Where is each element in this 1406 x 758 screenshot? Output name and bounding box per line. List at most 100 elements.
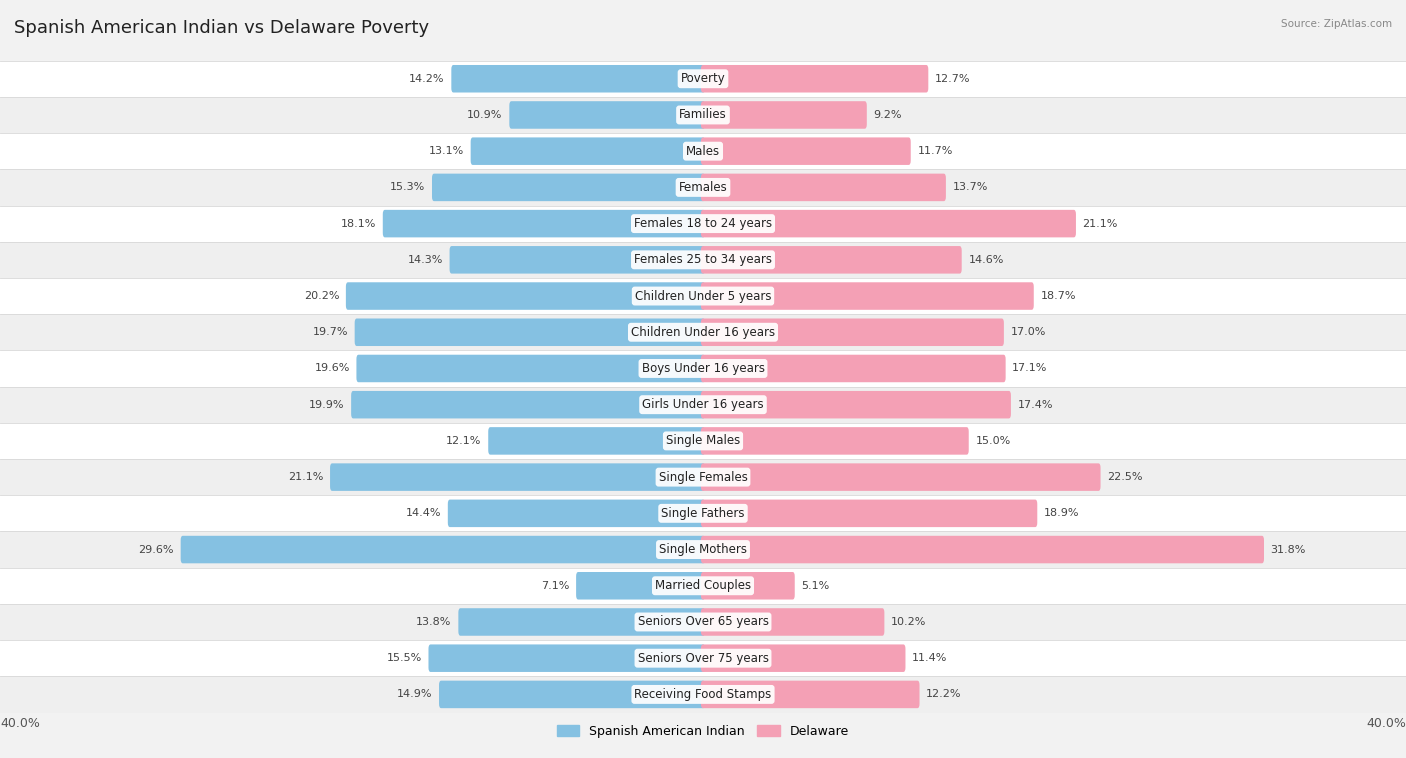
Text: Single Mothers: Single Mothers [659, 543, 747, 556]
FancyBboxPatch shape [700, 210, 1076, 237]
FancyBboxPatch shape [700, 65, 928, 92]
FancyBboxPatch shape [700, 282, 1033, 310]
FancyBboxPatch shape [458, 608, 706, 636]
Text: 40.0%: 40.0% [1367, 717, 1406, 731]
FancyBboxPatch shape [700, 355, 1005, 382]
Text: 10.2%: 10.2% [891, 617, 927, 627]
Text: Males: Males [686, 145, 720, 158]
Text: 22.5%: 22.5% [1108, 472, 1143, 482]
FancyBboxPatch shape [471, 137, 706, 165]
Text: Married Couples: Married Couples [655, 579, 751, 592]
Text: Poverty: Poverty [681, 72, 725, 85]
FancyBboxPatch shape [180, 536, 704, 563]
Text: 19.9%: 19.9% [309, 399, 344, 409]
Text: 14.4%: 14.4% [406, 509, 441, 518]
FancyBboxPatch shape [0, 676, 1406, 713]
FancyBboxPatch shape [700, 318, 1004, 346]
FancyBboxPatch shape [0, 169, 1406, 205]
FancyBboxPatch shape [354, 318, 704, 346]
FancyBboxPatch shape [700, 137, 911, 165]
FancyBboxPatch shape [0, 604, 1406, 640]
FancyBboxPatch shape [488, 428, 706, 455]
Text: 13.1%: 13.1% [429, 146, 464, 156]
FancyBboxPatch shape [346, 282, 704, 310]
FancyBboxPatch shape [429, 644, 706, 672]
FancyBboxPatch shape [0, 531, 1406, 568]
Legend: Spanish American Indian, Delaware: Spanish American Indian, Delaware [551, 719, 855, 743]
Text: Females 18 to 24 years: Females 18 to 24 years [634, 217, 772, 230]
FancyBboxPatch shape [439, 681, 706, 708]
FancyBboxPatch shape [700, 681, 920, 708]
Text: Children Under 5 years: Children Under 5 years [634, 290, 772, 302]
FancyBboxPatch shape [576, 572, 706, 600]
FancyBboxPatch shape [700, 102, 866, 129]
Text: Receiving Food Stamps: Receiving Food Stamps [634, 688, 772, 701]
Text: 17.4%: 17.4% [1018, 399, 1053, 409]
Text: Children Under 16 years: Children Under 16 years [631, 326, 775, 339]
Text: Source: ZipAtlas.com: Source: ZipAtlas.com [1281, 19, 1392, 29]
FancyBboxPatch shape [330, 463, 704, 491]
FancyBboxPatch shape [700, 536, 1264, 563]
FancyBboxPatch shape [700, 463, 1101, 491]
Text: 14.6%: 14.6% [969, 255, 1004, 265]
Text: 17.0%: 17.0% [1011, 327, 1046, 337]
FancyBboxPatch shape [0, 314, 1406, 350]
FancyBboxPatch shape [382, 210, 704, 237]
Text: 13.7%: 13.7% [953, 183, 988, 193]
FancyBboxPatch shape [0, 278, 1406, 314]
FancyBboxPatch shape [0, 423, 1406, 459]
Text: Single Females: Single Females [658, 471, 748, 484]
Text: Females 25 to 34 years: Females 25 to 34 years [634, 253, 772, 266]
Text: Boys Under 16 years: Boys Under 16 years [641, 362, 765, 375]
Text: 11.7%: 11.7% [917, 146, 953, 156]
FancyBboxPatch shape [352, 391, 704, 418]
Text: 21.1%: 21.1% [288, 472, 323, 482]
FancyBboxPatch shape [450, 246, 706, 274]
Text: 12.1%: 12.1% [446, 436, 481, 446]
Text: Families: Families [679, 108, 727, 121]
FancyBboxPatch shape [0, 459, 1406, 495]
FancyBboxPatch shape [509, 102, 706, 129]
Text: 31.8%: 31.8% [1271, 544, 1306, 555]
FancyBboxPatch shape [0, 242, 1406, 278]
FancyBboxPatch shape [0, 350, 1406, 387]
Text: 15.5%: 15.5% [387, 653, 422, 663]
Text: 5.1%: 5.1% [801, 581, 830, 590]
FancyBboxPatch shape [700, 608, 884, 636]
Text: 15.0%: 15.0% [976, 436, 1011, 446]
Text: Spanish American Indian vs Delaware Poverty: Spanish American Indian vs Delaware Pove… [14, 19, 429, 37]
FancyBboxPatch shape [0, 495, 1406, 531]
Text: 29.6%: 29.6% [139, 544, 174, 555]
FancyBboxPatch shape [0, 61, 1406, 97]
Text: Seniors Over 65 years: Seniors Over 65 years [637, 615, 769, 628]
Text: 18.7%: 18.7% [1040, 291, 1076, 301]
Text: 15.3%: 15.3% [389, 183, 425, 193]
FancyBboxPatch shape [0, 640, 1406, 676]
FancyBboxPatch shape [700, 572, 794, 600]
Text: 19.7%: 19.7% [312, 327, 349, 337]
FancyBboxPatch shape [0, 205, 1406, 242]
FancyBboxPatch shape [0, 133, 1406, 169]
Text: 20.2%: 20.2% [304, 291, 339, 301]
FancyBboxPatch shape [451, 65, 706, 92]
FancyBboxPatch shape [449, 500, 706, 527]
FancyBboxPatch shape [700, 644, 905, 672]
Text: 21.1%: 21.1% [1083, 218, 1118, 229]
FancyBboxPatch shape [357, 355, 704, 382]
FancyBboxPatch shape [700, 428, 969, 455]
Text: 11.4%: 11.4% [912, 653, 948, 663]
Text: 12.2%: 12.2% [927, 690, 962, 700]
Text: 19.6%: 19.6% [315, 364, 350, 374]
FancyBboxPatch shape [700, 391, 1011, 418]
Text: Females: Females [679, 181, 727, 194]
Text: 18.9%: 18.9% [1043, 509, 1080, 518]
FancyBboxPatch shape [0, 568, 1406, 604]
Text: 14.3%: 14.3% [408, 255, 443, 265]
Text: 10.9%: 10.9% [467, 110, 503, 120]
FancyBboxPatch shape [700, 174, 946, 201]
Text: Single Males: Single Males [666, 434, 740, 447]
Text: 13.8%: 13.8% [416, 617, 451, 627]
FancyBboxPatch shape [700, 246, 962, 274]
Text: Seniors Over 75 years: Seniors Over 75 years [637, 652, 769, 665]
Text: Single Fathers: Single Fathers [661, 507, 745, 520]
